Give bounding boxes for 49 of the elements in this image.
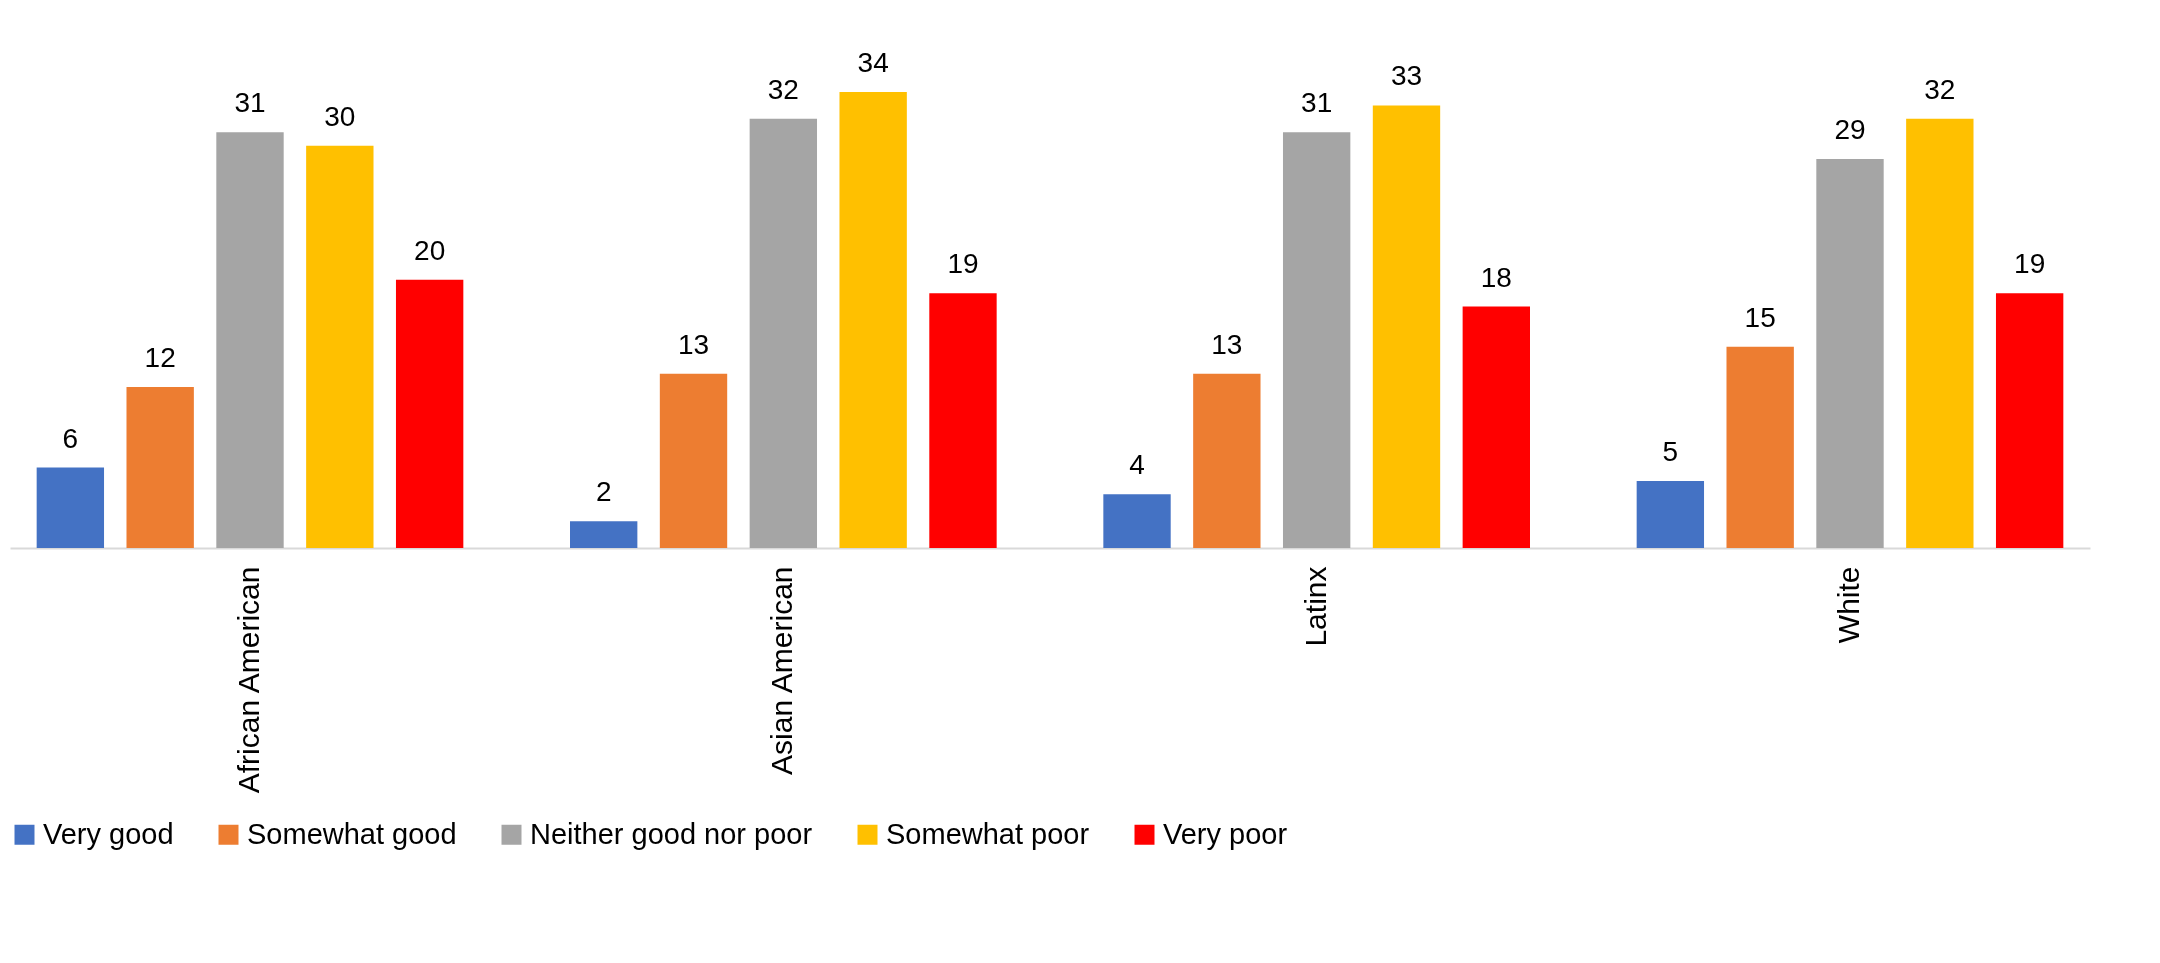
- bar: [395, 279, 464, 548]
- bar: [839, 92, 907, 548]
- x-tick-label: African American: [232, 566, 265, 794]
- x-tick-label: White: [1832, 566, 1865, 644]
- data-label: 29: [1834, 114, 1866, 146]
- data-label: 18: [1480, 261, 1512, 293]
- x-tick-label: Latinx: [1298, 566, 1332, 647]
- bar: [1906, 118, 1974, 548]
- legend-label: Neither good nor poor: [530, 817, 813, 850]
- bar: [1995, 293, 2064, 548]
- data-label: 13: [1211, 328, 1243, 360]
- bar: [1372, 105, 1441, 548]
- data-label: 31: [1301, 87, 1333, 119]
- bar: [570, 521, 638, 548]
- bar: [749, 118, 818, 548]
- data-label: 31: [234, 87, 266, 119]
- legend-label: Somewhat poor: [886, 817, 1090, 850]
- data-label: 32: [767, 73, 799, 105]
- bar: [1462, 306, 1530, 548]
- data-label: 12: [144, 342, 176, 374]
- data-label: 13: [677, 328, 710, 360]
- data-label: 5: [1662, 435, 1679, 467]
- bar: [1282, 132, 1351, 548]
- data-label: 34: [857, 47, 889, 78]
- bar: [1816, 159, 1884, 548]
- legend-label: Very poor: [1163, 817, 1288, 850]
- bar: [929, 293, 997, 548]
- data-label: 19: [2014, 248, 2046, 280]
- x-tick-label: Asian American: [765, 566, 799, 775]
- bar: [216, 132, 284, 548]
- bar: [126, 387, 194, 548]
- data-label: 30: [324, 100, 356, 132]
- bar: [1726, 346, 1794, 548]
- bar: [1636, 480, 1705, 548]
- data-label: 32: [1924, 73, 1956, 105]
- data-label: 19: [947, 248, 979, 280]
- data-label: 20: [414, 234, 446, 266]
- bar: [1193, 373, 1261, 548]
- bar: [36, 467, 105, 548]
- data-label: 6: [62, 422, 79, 454]
- legend-label: Somewhat good: [247, 817, 457, 850]
- data-label: 2: [595, 476, 612, 508]
- bar: [1103, 494, 1171, 548]
- data-label: 33: [1390, 60, 1423, 92]
- legend-label: Very good: [43, 817, 174, 850]
- data-label: 4: [1129, 449, 1145, 481]
- bar: [659, 373, 728, 548]
- data-label: 15: [1744, 301, 1776, 333]
- bar: [306, 145, 374, 548]
